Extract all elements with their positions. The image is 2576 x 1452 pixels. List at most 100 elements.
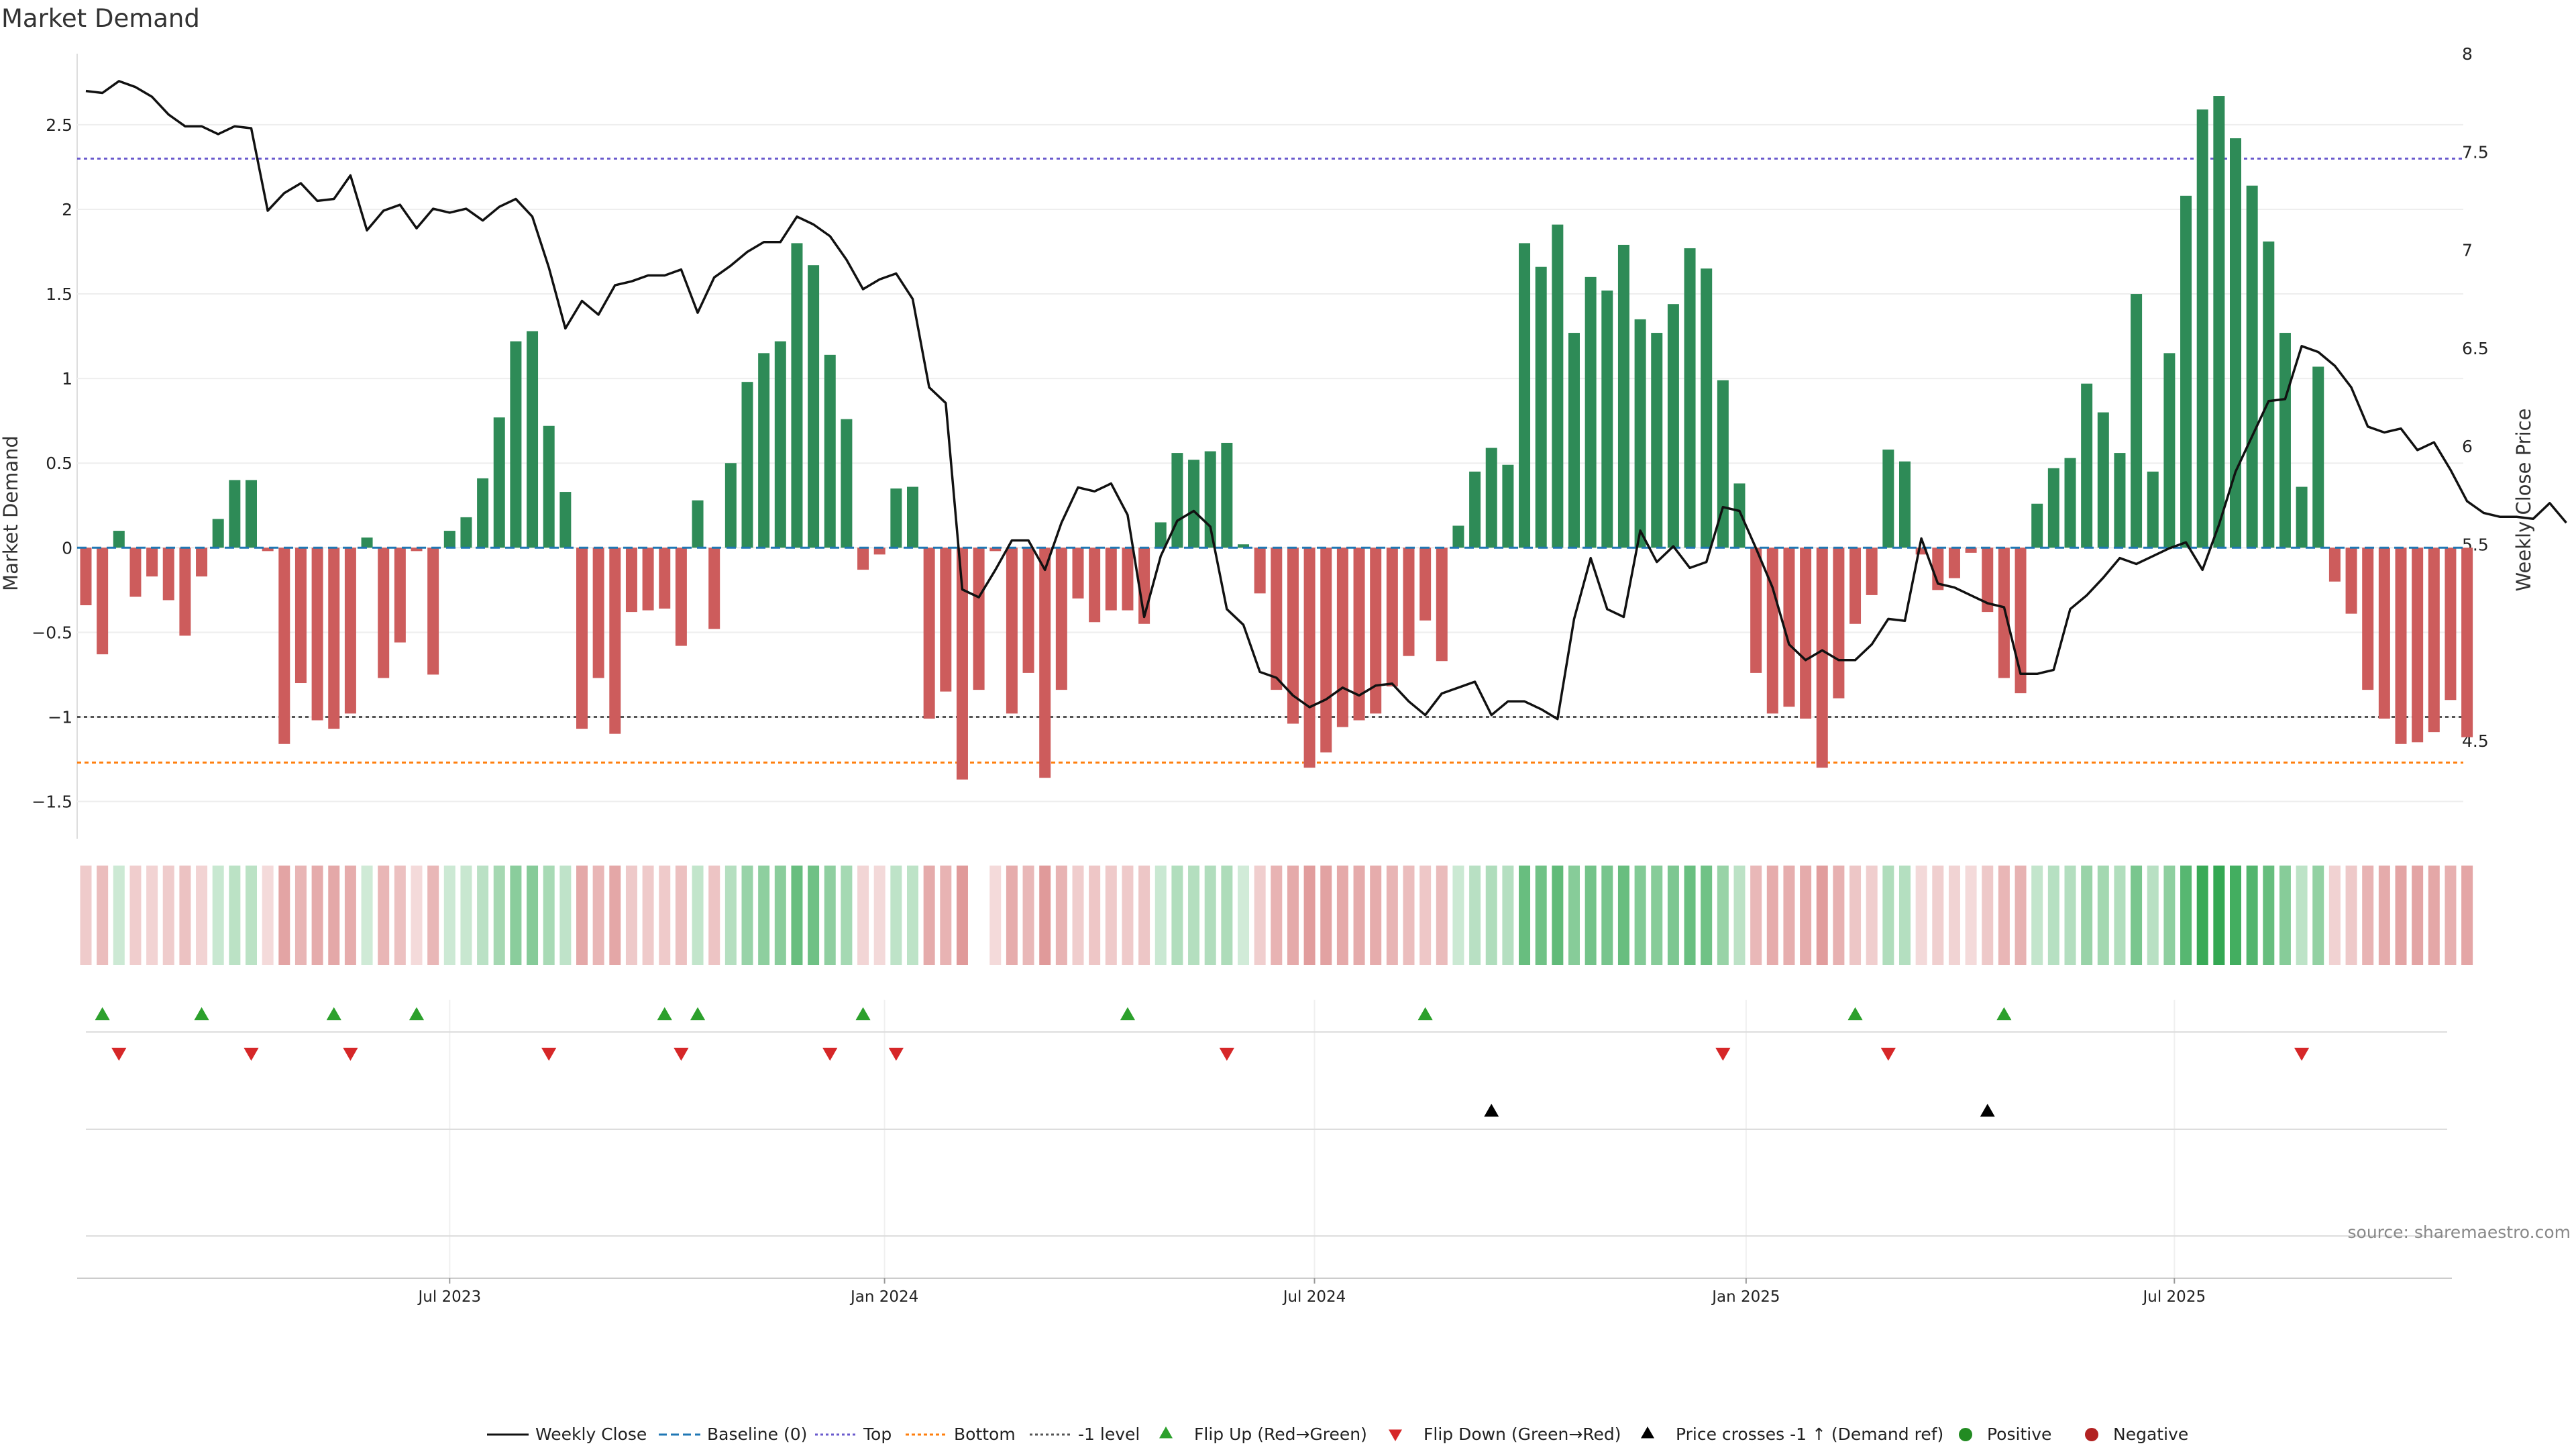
legend-bottom-label: Bottom: [954, 1424, 1016, 1444]
demand-bar-positive: [2246, 185, 2258, 548]
demand-bar-negative: [328, 548, 340, 729]
intensity-cell: [1783, 866, 1795, 965]
demand-bar-negative: [2328, 548, 2341, 582]
demand-bar-negative: [129, 548, 142, 597]
intensity-cell: [2263, 866, 2275, 965]
demand-bar-positive: [1717, 380, 1729, 548]
flip-down-marker: [1219, 1047, 1234, 1061]
intensity-cell: [1039, 866, 1051, 965]
intensity-cell: [708, 866, 720, 965]
intensity-cell: [1833, 866, 1845, 965]
demand-bar-negative: [146, 548, 158, 577]
demand-bar-negative: [973, 548, 985, 690]
demand-bar-positive: [1585, 276, 1597, 548]
intensity-cell: [2461, 866, 2473, 965]
demand-bar-negative: [609, 548, 621, 734]
y2-tick-label: 6: [2462, 437, 2473, 456]
demand-bar-negative: [294, 548, 307, 684]
demand-bar-positive: [1204, 451, 1216, 548]
y-tick-label: 0: [62, 538, 72, 558]
y2-tick-label: 8: [2462, 44, 2473, 64]
intensity-cell: [527, 866, 539, 965]
intensity-cell: [1651, 866, 1663, 965]
intensity-cell: [2015, 866, 2027, 965]
legend-price-cross-label: Price crosses -1 ↑ (Demand ref): [1676, 1424, 1943, 1444]
legend-negative-swatch: [2085, 1428, 2098, 1441]
intensity-cell: [394, 866, 406, 965]
intensity-cell: [2047, 866, 2059, 965]
flip-down-marker: [888, 1047, 904, 1061]
intensity-cell: [659, 866, 671, 965]
x-tick-label: Jul 2023: [417, 1288, 481, 1306]
legend-baseline-label: Baseline (0): [707, 1424, 807, 1444]
demand-bar-positive: [443, 531, 455, 548]
flip-up-marker: [657, 1007, 672, 1021]
demand-bar-negative: [1370, 548, 1382, 714]
demand-bar-positive: [2163, 353, 2176, 548]
intensity-cell: [2345, 866, 2357, 965]
intensity-cell: [1617, 866, 1629, 965]
intensity-cell: [1535, 866, 1547, 965]
demand-bar-negative: [196, 548, 208, 577]
demand-bar-negative: [1419, 548, 1432, 621]
legend-minus-one-label: -1 level: [1078, 1424, 1140, 1444]
intensity-cell: [923, 866, 935, 965]
intensity-cell: [989, 866, 1002, 965]
chart-title: Market Demand: [1, 4, 200, 33]
demand-bar-negative: [80, 548, 92, 606]
legend-weekly-close-label: Weekly Close: [535, 1424, 647, 1444]
intensity-cell: [2196, 866, 2208, 965]
demand-bar-positive: [2213, 96, 2225, 548]
intensity-cell: [2412, 866, 2424, 965]
intensity-cell: [1105, 866, 1117, 965]
demand-bar-positive: [1701, 268, 1713, 548]
intensity-cell: [1717, 866, 1729, 965]
intensity-cell: [378, 866, 390, 965]
demand-bar-negative: [1750, 548, 1762, 673]
demand-bar-negative: [592, 548, 604, 678]
demand-bar-negative: [940, 548, 952, 692]
flip-up-marker: [855, 1007, 871, 1021]
demand-bar-negative: [2412, 548, 2424, 743]
demand-bar-positive: [2312, 366, 2324, 548]
demand-bar-positive: [758, 353, 770, 548]
intensity-cell: [1436, 866, 1448, 965]
intensity-cell: [2213, 866, 2225, 965]
intensity-cell: [1271, 866, 1283, 965]
intensity-cell: [1122, 866, 1134, 965]
demand-bar-negative: [394, 548, 406, 643]
demand-bar-negative: [1353, 548, 1365, 721]
intensity-cell: [1733, 866, 1746, 965]
demand-bar-negative: [1336, 548, 1348, 727]
y2-axis-title: Weekly Close Price: [2512, 409, 2535, 592]
flip-down-marker: [111, 1047, 127, 1061]
demand-bar-positive: [212, 519, 224, 548]
intensity-cell: [510, 866, 522, 965]
demand-bar-positive: [1634, 319, 1646, 548]
intensity-cell: [294, 866, 307, 965]
demand-bar-positive: [1733, 483, 1746, 548]
intensity-cell: [907, 866, 918, 965]
demand-bar-positive: [246, 480, 257, 548]
y-tick-label: 1: [62, 369, 72, 388]
flip-down-marker: [674, 1047, 689, 1061]
demand-bar-negative: [1006, 548, 1018, 714]
intensity-cell: [675, 866, 687, 965]
intensity-cell: [1948, 866, 1960, 965]
demand-bar-negative: [1849, 548, 1862, 624]
demand-bar-negative: [278, 548, 290, 744]
demand-bar-positive: [1568, 333, 1580, 548]
demand-bar-negative: [1089, 548, 1101, 623]
demand-bar-negative: [923, 548, 935, 719]
demand-bar-negative: [1816, 548, 1828, 768]
demand-bar-positive: [229, 480, 241, 548]
intensity-cell: [758, 866, 770, 965]
demand-bar-positive: [2097, 412, 2109, 548]
intensity-cell: [2395, 866, 2407, 965]
y2-tick-label: 6.5: [2462, 339, 2489, 358]
demand-bar-negative: [2445, 548, 2457, 701]
intensity-cell: [1138, 866, 1150, 965]
demand-bar-negative: [1254, 548, 1266, 594]
intensity-cell: [808, 866, 820, 965]
